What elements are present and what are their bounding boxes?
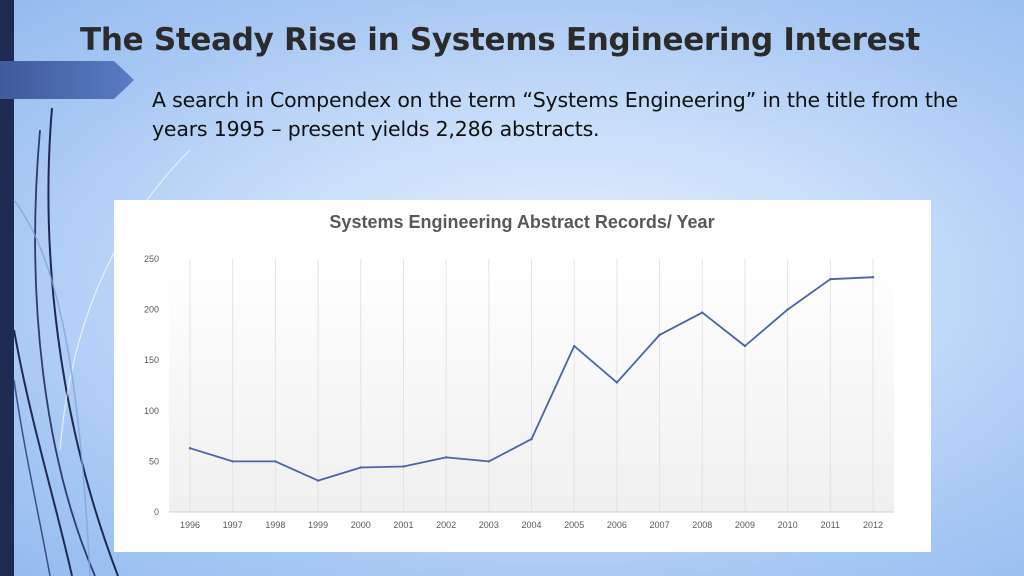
y-tick-label: 0	[154, 507, 159, 517]
series-layer	[188, 276, 875, 482]
y-tick-label: 50	[149, 456, 159, 466]
data-point	[402, 465, 405, 468]
data-point	[188, 447, 192, 450]
x-tick-label: 2007	[650, 520, 670, 530]
x-tick-label: 1996	[180, 520, 200, 530]
data-point	[786, 308, 789, 311]
decorative-swirls	[13, 107, 191, 576]
x-tick-label: 2003	[479, 520, 499, 530]
chart-title: Systems Engineering Abstract Records/ Ye…	[329, 212, 714, 232]
data-point	[444, 456, 448, 459]
y-tick-label: 200	[144, 305, 159, 315]
x-tick-label: 2012	[863, 520, 883, 530]
x-tick-label: 1998	[265, 520, 285, 530]
x-tick-label: 2000	[351, 520, 371, 530]
x-tick-label: 2002	[436, 520, 456, 530]
data-point	[572, 344, 576, 348]
x-tick-label: 2010	[778, 520, 798, 530]
x-tick-label: 2011	[821, 520, 840, 530]
y-tick-label: 250	[144, 254, 159, 264]
x-tick-label: 2005	[564, 520, 584, 530]
arrow-tab-shape	[0, 61, 134, 99]
data-point	[274, 460, 277, 463]
data-point	[829, 278, 832, 281]
x-tick-label: 2008	[692, 520, 712, 530]
x-tick-label: 2001	[393, 520, 413, 530]
data-point	[701, 311, 704, 314]
data-point	[359, 466, 362, 469]
left-accent-bar	[0, 0, 14, 576]
data-point	[316, 479, 320, 482]
line-chart: Systems Engineering Abstract Records/ Ye…	[144, 212, 894, 530]
chart-panel: Systems Engineering Abstract Records/ Ye…	[114, 200, 931, 552]
data-point	[658, 333, 661, 337]
gridlines	[189, 259, 874, 512]
x-tick-label: 2006	[607, 520, 627, 530]
y-tick-label: 100	[144, 406, 159, 416]
x-tick-label: 1999	[308, 520, 328, 530]
x-tick-label: 2004	[521, 520, 541, 530]
data-point	[743, 344, 747, 348]
data-point	[530, 437, 533, 441]
slide-title: The Steady Rise in Systems Engineering I…	[80, 22, 921, 58]
axes: 0 50 100 150 200 250 1996 1997 1998 1999 2000 2001 2…	[144, 254, 894, 530]
slide-subtitle: A search in Compendex on the term “Syste…	[152, 88, 958, 141]
y-tick-label: 150	[144, 355, 159, 365]
x-tick-label: 2009	[735, 520, 755, 530]
data-point	[615, 381, 619, 384]
data-point	[871, 276, 875, 279]
data-point	[231, 460, 234, 463]
data-point	[487, 460, 491, 463]
x-tick-label: 1997	[223, 520, 243, 530]
